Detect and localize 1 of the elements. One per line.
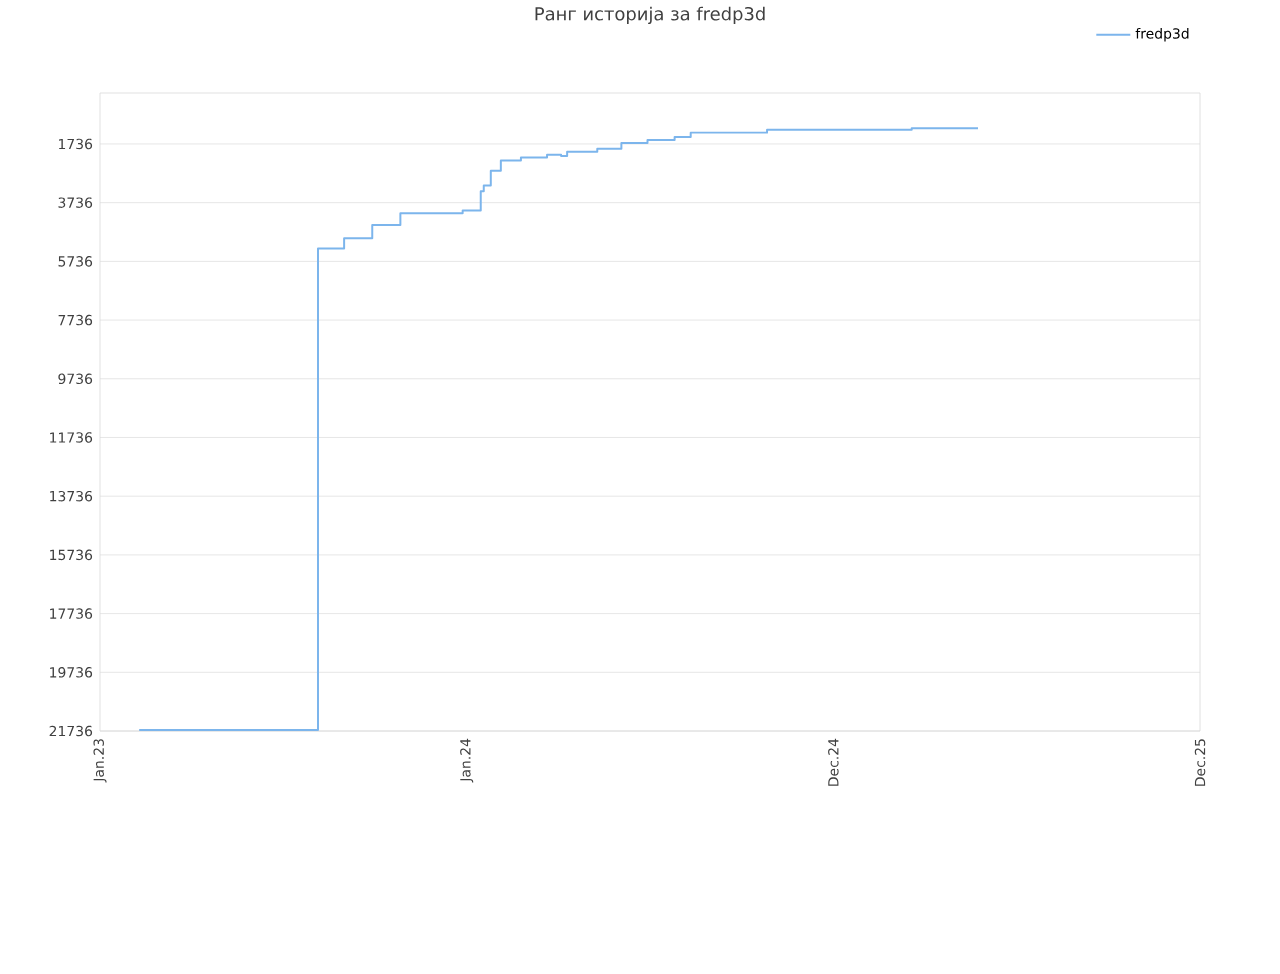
chart-title: Ранг историја за fredp3d bbox=[535, 7, 765, 25]
